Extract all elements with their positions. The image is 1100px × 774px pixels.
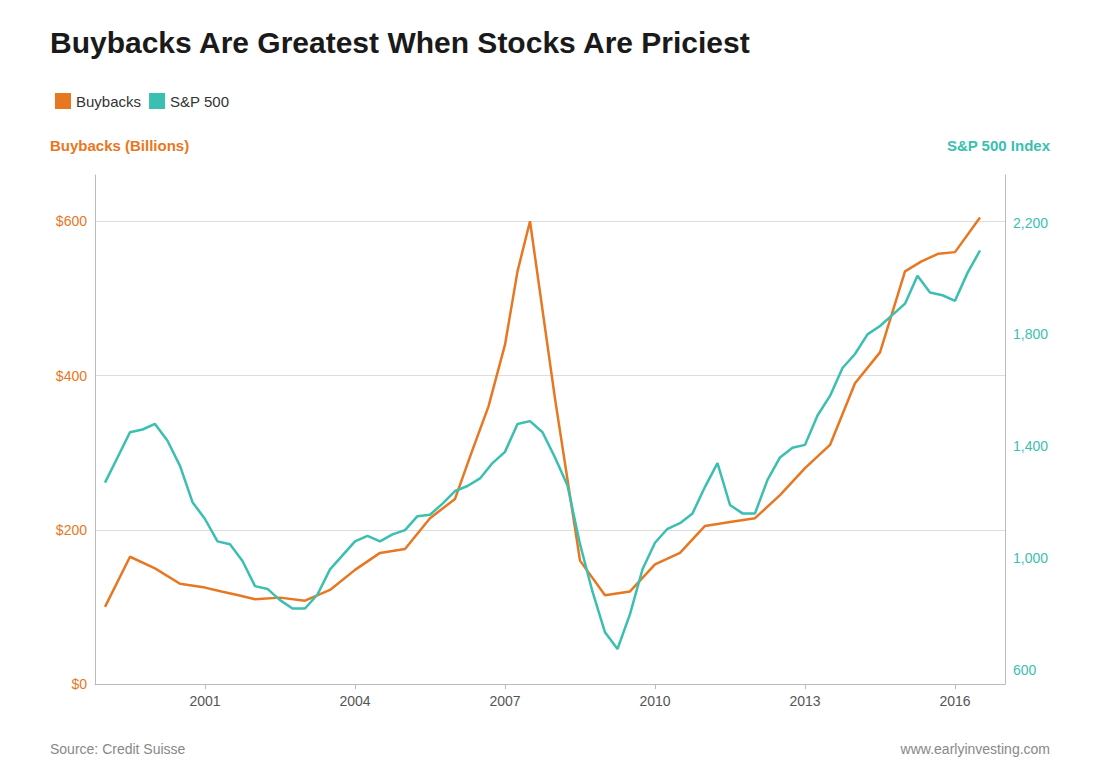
svg-text:$0: $0 — [71, 676, 87, 692]
svg-text:2013: 2013 — [789, 693, 820, 709]
svg-text:S&P 500: S&P 500 — [170, 93, 229, 110]
svg-text:$200: $200 — [56, 522, 87, 538]
svg-text:2007: 2007 — [489, 693, 520, 709]
svg-text:Buybacks: Buybacks — [76, 93, 141, 110]
svg-text:S&P 500 Index: S&P 500 Index — [947, 137, 1051, 154]
svg-text:$400: $400 — [56, 368, 87, 384]
svg-text:2010: 2010 — [639, 693, 670, 709]
svg-text:2016: 2016 — [939, 693, 970, 709]
svg-text:Source: Credit Suisse: Source: Credit Suisse — [50, 741, 186, 757]
svg-text:www.earlyinvesting.com: www.earlyinvesting.com — [900, 741, 1050, 757]
svg-text:2001: 2001 — [189, 693, 220, 709]
svg-text:1,400: 1,400 — [1013, 438, 1048, 454]
svg-text:1,000: 1,000 — [1013, 550, 1048, 566]
svg-text:Buybacks (Billions): Buybacks (Billions) — [50, 137, 189, 154]
svg-text:$600: $600 — [56, 213, 87, 229]
svg-text:2004: 2004 — [339, 693, 370, 709]
svg-text:600: 600 — [1013, 662, 1037, 678]
svg-text:Buybacks Are Greatest When Sto: Buybacks Are Greatest When Stocks Are Pr… — [50, 26, 750, 59]
svg-text:2,200: 2,200 — [1013, 215, 1048, 231]
svg-text:1,800: 1,800 — [1013, 326, 1048, 342]
